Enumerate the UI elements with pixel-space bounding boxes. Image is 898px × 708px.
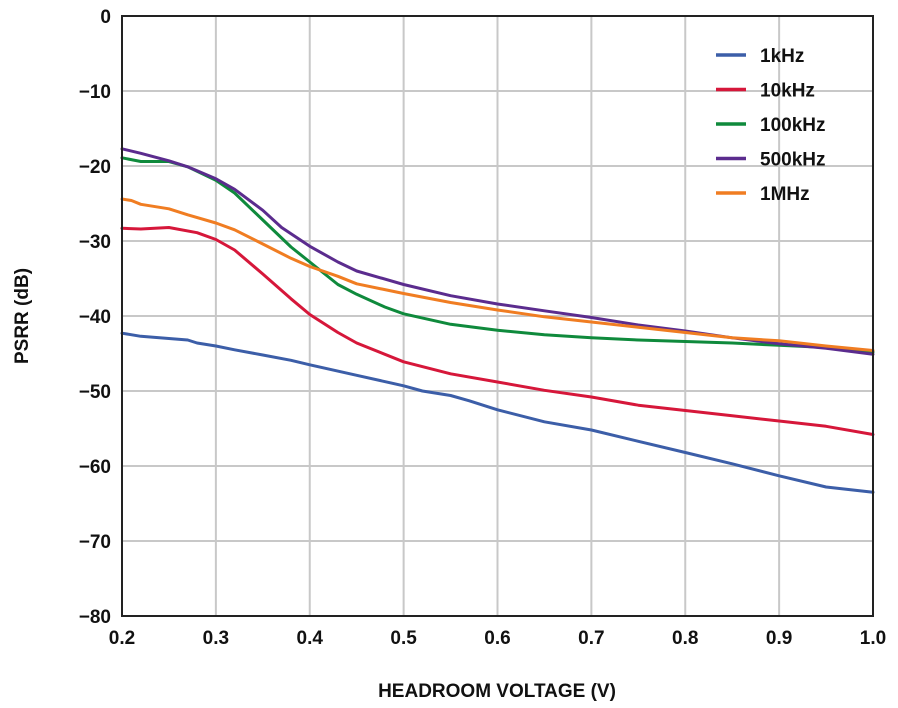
y-tick-label: −10 [79,82,111,103]
series-line-1mhz [120,197,875,352]
x-axis-title: HEADROOM VOLTAGE (V) [378,681,616,702]
x-tick-label: 0.3 [203,628,229,649]
y-tick-label: −30 [79,232,111,253]
plot-frame [121,15,874,617]
y-tick-label: −40 [79,307,111,328]
y-tick-label: −80 [79,607,111,628]
y-tick-label: 0 [100,7,111,28]
x-tick-label: 0.7 [578,628,604,649]
x-tick-label: 0.9 [766,628,792,649]
legend-label: 1MHz [760,184,810,205]
series-line-10khz [120,226,875,436]
y-tick-label: −60 [79,457,111,478]
y-tick-label: −20 [79,157,111,178]
y-axis-title: PSRR (dB) [12,268,33,364]
x-tick-label: 0.5 [390,628,417,649]
x-tick-label: 0.2 [109,628,135,649]
x-tick-label: 0.4 [297,628,324,649]
legend-label: 500kHz [760,150,826,171]
y-tick-label: −70 [79,532,111,553]
legend-label: 100kHz [760,115,826,136]
series-line-1khz [120,331,875,494]
x-tick-label: 0.6 [484,628,510,649]
tick-labels: 0.2 0.3 0.4 0.5 0.6 0.7 0.8 0.9 1.0 0 −10 −20 −30 −40… [79,7,886,649]
x-tick-label: 0.8 [672,628,698,649]
legend: 1kHz 10kHz 100kHz 500kHz 1MHz [716,46,826,205]
y-tick-label: −50 [79,382,111,403]
series-layer [120,147,875,494]
x-tick-label: 1.0 [860,628,886,649]
legend-label: 10kHz [760,81,815,102]
legend-label: 1kHz [760,46,804,67]
